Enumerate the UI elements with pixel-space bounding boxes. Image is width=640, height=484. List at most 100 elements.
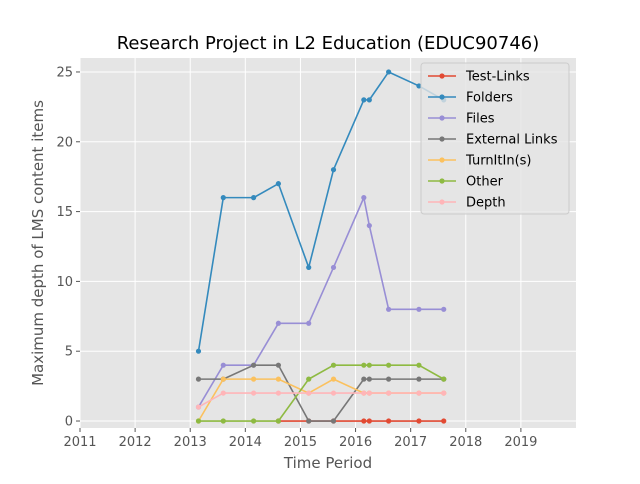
data-point: [386, 390, 392, 396]
data-point: [275, 320, 281, 326]
data-point: [275, 362, 281, 368]
data-point: [195, 418, 202, 424]
data-point: [195, 376, 202, 382]
y-tick-label: 20: [56, 135, 73, 150]
data-point: [416, 418, 422, 424]
x-tick-label: 2015: [284, 435, 317, 450]
legend-marker: [439, 136, 445, 142]
legend-marker: [439, 115, 445, 121]
legend-label: Depth: [466, 196, 506, 211]
legend-marker: [439, 178, 445, 184]
data-point: [275, 418, 281, 424]
data-point: [386, 306, 392, 312]
data-point: [220, 362, 226, 368]
data-point: [386, 69, 392, 75]
data-point: [220, 195, 226, 201]
x-tick-label: 2011: [63, 435, 96, 450]
data-point: [361, 97, 367, 103]
legend-item: Files: [428, 112, 495, 127]
data-point: [220, 418, 226, 424]
legend-items: Test-Links Folders Files External Links Turn…: [428, 70, 558, 211]
data-point: [441, 306, 447, 312]
x-axis-label: Time Period: [283, 454, 372, 472]
data-point: [386, 418, 392, 424]
data-point: [220, 390, 226, 396]
data-point: [306, 320, 312, 326]
data-point: [416, 362, 422, 368]
data-point: [366, 97, 372, 103]
x-tick-label: 2019: [504, 435, 537, 450]
data-point: [416, 376, 422, 382]
data-point: [386, 376, 392, 382]
legend-label: Folders: [466, 91, 513, 106]
legend-marker: [439, 73, 445, 79]
data-point: [330, 376, 337, 382]
data-point: [366, 390, 372, 396]
data-point: [275, 376, 281, 382]
legend-marker: [439, 94, 445, 100]
legend-label: Test-Links: [465, 70, 530, 85]
x-tick-label: 2014: [229, 435, 262, 450]
legend: Test-Links Folders Files External Links Turn…: [420, 62, 570, 215]
y-tick-label: 5: [65, 345, 73, 360]
y-tick-label: 15: [56, 205, 73, 220]
chart-title: Research Project in L2 Education (EDUC90…: [117, 33, 540, 54]
data-point: [251, 390, 257, 396]
data-point: [195, 348, 202, 354]
legend-label: TurnItIn(s): [465, 154, 531, 169]
y-axis-label: Maximum depth of LMS content items: [29, 100, 47, 386]
data-point: [251, 376, 257, 382]
legend-box: [420, 62, 570, 215]
data-point: [361, 390, 367, 396]
data-point: [366, 362, 372, 368]
data-point: [195, 404, 202, 410]
legend-label: External Links: [466, 133, 558, 148]
series-6: [195, 390, 447, 410]
data-point: [306, 418, 312, 424]
data-point: [275, 181, 281, 187]
data-point: [251, 195, 257, 201]
legend-item: Test-Links: [428, 70, 530, 85]
data-point: [220, 376, 226, 382]
legend-marker: [439, 199, 445, 205]
data-point: [361, 418, 367, 424]
data-point: [361, 362, 367, 368]
data-point: [330, 167, 337, 173]
legend-item: External Links: [428, 133, 558, 148]
legend-item: Depth: [428, 196, 506, 211]
data-point: [366, 418, 372, 424]
data-point: [416, 83, 422, 89]
legend-label: Files: [466, 112, 495, 127]
x-tick-label: 2016: [339, 435, 372, 450]
data-point: [366, 376, 372, 382]
data-point: [441, 376, 447, 382]
data-point: [275, 390, 281, 396]
data-point: [330, 264, 337, 271]
data-point: [366, 222, 372, 229]
y-axis-ticks: 0 5 10 15 20 25: [56, 65, 80, 430]
y-tick-label: 10: [56, 275, 73, 290]
data-point: [306, 264, 312, 271]
series-5: [195, 362, 447, 424]
legend-marker: [439, 157, 445, 163]
data-point: [251, 362, 257, 368]
x-tick-label: 2012: [119, 435, 152, 450]
legend-item: Other: [428, 175, 504, 190]
x-axis-ticks: 2011 2012 2013 2014 2015 2016 2017 2018 2019: [63, 428, 537, 450]
data-point: [386, 362, 392, 368]
y-tick-label: 0: [65, 415, 73, 430]
legend-item: Folders: [428, 91, 513, 106]
data-point: [330, 362, 337, 368]
data-point: [251, 418, 257, 424]
data-point: [330, 390, 337, 396]
x-tick-label: 2017: [394, 435, 427, 450]
x-tick-label: 2013: [174, 435, 207, 450]
data-point: [306, 390, 312, 396]
legend-label: Other: [466, 175, 504, 190]
data-point: [441, 418, 447, 424]
series-layer: [195, 69, 447, 424]
x-tick-label: 2018: [449, 435, 482, 450]
data-point: [361, 195, 367, 201]
